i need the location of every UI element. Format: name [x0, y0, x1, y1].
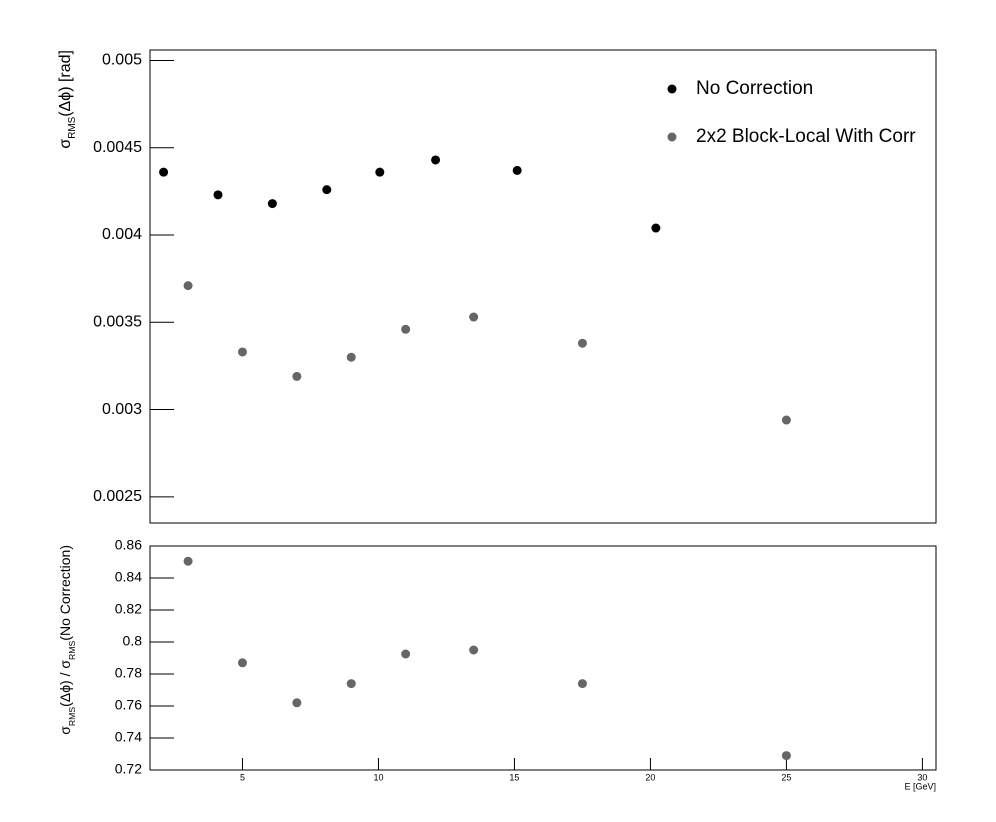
data-point [781, 751, 791, 761]
data-point [401, 649, 411, 659]
y-label-text: (No Correction) [57, 545, 73, 641]
data-point [183, 556, 193, 566]
y-label-subscript: RMS [67, 116, 78, 138]
data-point [322, 185, 332, 195]
y-label-subscript: RMS [67, 707, 77, 726]
plot-frame [149, 49, 937, 524]
data-point [267, 199, 277, 209]
y-tick-label: 0.76 [115, 697, 142, 713]
y-tick-label: 0.0045 [93, 139, 142, 156]
y-axis-label: σRMS(Δϕ) [rad] [57, 50, 78, 149]
data-point [292, 698, 302, 708]
x-tick-label: 25 [781, 772, 791, 782]
x-tick-label: 20 [645, 772, 655, 782]
y-tick-label: 0.72 [115, 761, 142, 777]
y-label-text: (Δϕ) [rad] [57, 50, 74, 117]
y-tick-label: 0.0025 [93, 488, 142, 505]
data-point [237, 347, 247, 357]
legend-label: 2x2 Block-Local With Corr [696, 126, 916, 147]
y-label-text: σ [57, 139, 74, 149]
data-point [469, 312, 479, 322]
data-point [213, 190, 223, 200]
legend: No Correction 2x2 Block-Local With Corr [667, 78, 916, 147]
y-label-subscript: RMS [67, 640, 77, 659]
y-axis-label: σRMS(Δϕ) / σRMS(No Correction) [57, 545, 77, 735]
y-tick-label: 0.74 [115, 729, 142, 745]
x-axis-label: E [GeV] [904, 781, 936, 791]
data-point [375, 167, 385, 177]
y-tick-label: 0.86 [115, 537, 142, 553]
y-tick-label: 0.82 [115, 601, 142, 617]
y-label-text: σ [57, 726, 73, 735]
x-tick-label: 30 [917, 772, 927, 782]
data-point [469, 645, 479, 655]
data-point [346, 352, 356, 362]
y-tick-label: 0.003 [102, 401, 142, 418]
y-tick-label: 0.78 [115, 665, 142, 681]
data-point [159, 167, 169, 177]
data-point [401, 324, 411, 334]
legend-marker [667, 132, 677, 142]
y-tick-label: 0.8 [123, 633, 143, 649]
legend-label: No Correction [696, 78, 813, 99]
data-point [651, 223, 661, 233]
legend-marker [667, 84, 677, 94]
data-point [237, 658, 247, 668]
data-point [183, 281, 193, 291]
plot-frame [149, 545, 937, 771]
x-tick-label: 15 [509, 772, 519, 782]
data-point [577, 338, 587, 348]
y-label-text: (Δϕ) / σ [57, 660, 73, 707]
data-point [512, 165, 522, 175]
data-point [577, 679, 587, 689]
y-tick-label: 0.005 [102, 52, 142, 69]
x-tick-label: 10 [373, 772, 383, 782]
data-point [292, 371, 302, 381]
data-point [781, 415, 791, 425]
x-tick-label: 5 [240, 772, 245, 782]
y-tick-label: 0.84 [115, 569, 142, 585]
y-tick-label: 0.004 [102, 226, 142, 243]
y-tick-label: 0.0035 [93, 313, 142, 330]
data-point [346, 679, 356, 689]
data-point [431, 155, 441, 165]
